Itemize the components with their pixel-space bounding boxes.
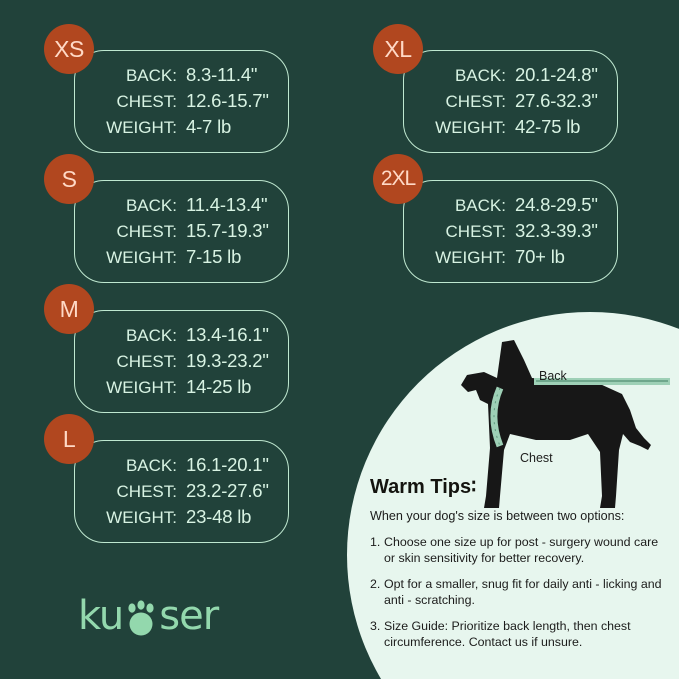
size-badge-xl[interactable]: XL bbox=[373, 24, 423, 74]
label-back: BACK: bbox=[125, 66, 177, 85]
label-weight: WEIGHT: bbox=[106, 118, 177, 137]
warm-tips-intro: When your dog's size is between two opti… bbox=[370, 509, 625, 523]
label-chest: CHEST: bbox=[116, 482, 177, 501]
card-line-back: BACK: 8.3-11.4" bbox=[85, 62, 270, 88]
diagram-label-chest: Chest bbox=[520, 451, 553, 465]
value-weight: 4-7 lb bbox=[186, 116, 232, 137]
value-chest: 27.6-32.3" bbox=[515, 90, 598, 111]
size-badge-xs[interactable]: XS bbox=[44, 24, 94, 74]
card-line-chest: CHEST: 19.3-23.2" bbox=[85, 348, 270, 374]
label-weight: WEIGHT: bbox=[106, 378, 177, 397]
size-card-m: BACK: 13.4-16.1" CHEST: 19.3-23.2" WEIGH… bbox=[74, 310, 289, 413]
label-back: BACK: bbox=[454, 196, 506, 215]
size-card-s: BACK: 11.4-13.4" CHEST: 15.7-19.3" WEIGH… bbox=[74, 180, 289, 283]
card-line-chest: CHEST: 32.3-39.3" bbox=[414, 218, 599, 244]
card-line-back: BACK: 13.4-16.1" bbox=[85, 322, 270, 348]
card-line-weight: WEIGHT: 14-25 lb bbox=[85, 374, 270, 400]
size-card-xs: BACK: 8.3-11.4" CHEST: 12.6-15.7" WEIGHT… bbox=[74, 50, 289, 153]
warm-tips-heading: Warm Tips∶ bbox=[370, 476, 477, 498]
value-weight: 14-25 lb bbox=[186, 376, 252, 397]
size-card-xl: BACK: 20.1-24.8" CHEST: 27.6-32.3" WEIGH… bbox=[403, 50, 618, 153]
value-chest: 32.3-39.3" bbox=[515, 220, 598, 241]
card-line-weight: WEIGHT: 42-75 lb bbox=[414, 114, 599, 140]
value-weight: 23-48 lb bbox=[186, 506, 252, 527]
label-weight: WEIGHT: bbox=[106, 508, 177, 527]
dog-diagram bbox=[440, 330, 672, 520]
value-weight: 42-75 lb bbox=[515, 116, 581, 137]
label-weight: WEIGHT: bbox=[435, 248, 506, 267]
label-back: BACK: bbox=[125, 326, 177, 345]
card-line-chest: CHEST: 23.2-27.6" bbox=[85, 478, 270, 504]
label-weight: WEIGHT: bbox=[106, 248, 177, 267]
card-line-weight: WEIGHT: 23-48 lb bbox=[85, 504, 270, 530]
value-chest: 19.3-23.2" bbox=[186, 350, 269, 371]
card-line-chest: CHEST: 12.6-15.7" bbox=[85, 88, 270, 114]
brand-logo-text-part2: ser bbox=[159, 593, 219, 639]
label-back: BACK: bbox=[125, 196, 177, 215]
paw-print-icon bbox=[128, 600, 154, 636]
card-line-chest: CHEST: 15.7-19.3" bbox=[85, 218, 270, 244]
warm-tips-item-text: Size Guide: Prioritize back length, then… bbox=[384, 619, 631, 649]
value-back: 24.8-29.5" bbox=[515, 194, 598, 215]
warm-tips-block: Warm Tips∶ When your dog's size is betwe… bbox=[370, 474, 662, 662]
value-chest: 12.6-15.7" bbox=[186, 90, 269, 111]
card-line-weight: WEIGHT: 4-7 lb bbox=[85, 114, 270, 140]
warm-tips-item-number: 1. bbox=[370, 535, 381, 549]
warm-tips-item: 2. Opt for a smaller, snug fit for daily… bbox=[370, 577, 662, 608]
value-chest: 15.7-19.3" bbox=[186, 220, 269, 241]
warm-tips-list: 1. Choose one size up for post - surgery… bbox=[370, 535, 662, 651]
value-chest: 23.2-27.6" bbox=[186, 480, 269, 501]
size-badge-s[interactable]: S bbox=[44, 154, 94, 204]
warm-tips-item: 3. Size Guide: Prioritize back length, t… bbox=[370, 619, 662, 650]
label-chest: CHEST: bbox=[445, 222, 506, 241]
warm-tips-item: 1. Choose one size up for post - surgery… bbox=[370, 535, 662, 566]
warm-tips-item-number: 2. bbox=[370, 577, 381, 592]
value-weight: 70+ lb bbox=[515, 246, 565, 267]
brand-logo-text-part1: ku bbox=[78, 593, 124, 639]
dog-silhouette-icon bbox=[461, 340, 672, 508]
card-line-back: BACK: 20.1-24.8" bbox=[414, 62, 599, 88]
card-line-weight: WEIGHT: 7-15 lb bbox=[85, 244, 270, 270]
warm-tips-item-text: Opt for a smaller, snug fit for daily an… bbox=[384, 577, 662, 607]
size-badge-l[interactable]: L bbox=[44, 414, 94, 464]
value-back: 11.4-13.4" bbox=[186, 194, 268, 215]
value-back: 20.1-24.8" bbox=[515, 64, 598, 85]
size-badge-2xl[interactable]: 2XL bbox=[373, 154, 423, 204]
size-card-2xl: BACK: 24.8-29.5" CHEST: 32.3-39.3" WEIGH… bbox=[403, 180, 618, 283]
card-line-chest: CHEST: 27.6-32.3" bbox=[414, 88, 599, 114]
warm-tips-item-number: 3. bbox=[370, 619, 381, 634]
card-line-back: BACK: 11.4-13.4" bbox=[85, 192, 270, 218]
value-back: 8.3-11.4" bbox=[186, 64, 258, 85]
brand-logo[interactable]: ku ser bbox=[78, 593, 219, 639]
size-badge-m[interactable]: M bbox=[44, 284, 94, 334]
card-line-back: BACK: 16.1-20.1" bbox=[85, 452, 270, 478]
label-chest: CHEST: bbox=[116, 222, 177, 241]
value-weight: 7-15 lb bbox=[186, 246, 242, 267]
label-chest: CHEST: bbox=[116, 352, 177, 371]
value-back: 16.1-20.1" bbox=[186, 454, 269, 475]
value-back: 13.4-16.1" bbox=[186, 324, 269, 345]
label-chest: CHEST: bbox=[445, 92, 506, 111]
size-card-l: BACK: 16.1-20.1" CHEST: 23.2-27.6" WEIGH… bbox=[74, 440, 289, 543]
label-weight: WEIGHT: bbox=[435, 118, 506, 137]
diagram-label-back: Back bbox=[539, 369, 567, 383]
label-chest: CHEST: bbox=[116, 92, 177, 111]
card-line-weight: WEIGHT: 70+ lb bbox=[414, 244, 599, 270]
label-back: BACK: bbox=[454, 66, 506, 85]
warm-tips-item-text: Choose one size up for post - surgery wo… bbox=[384, 535, 659, 565]
card-line-back: BACK: 24.8-29.5" bbox=[414, 192, 599, 218]
label-back: BACK: bbox=[125, 456, 177, 475]
